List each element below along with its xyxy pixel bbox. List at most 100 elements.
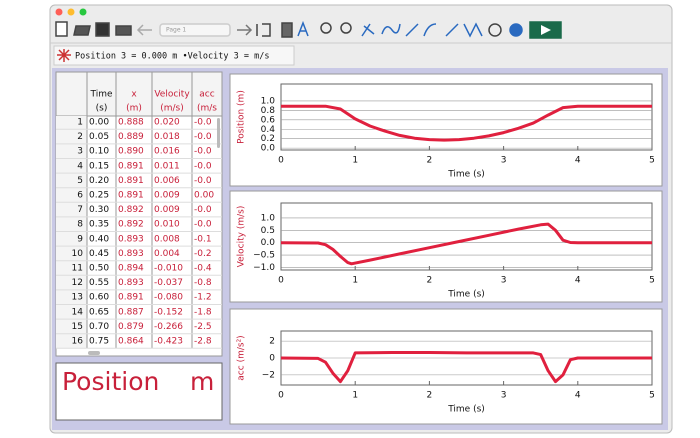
cell: 0.75 — [89, 337, 109, 347]
cell: 0.60 — [89, 293, 109, 303]
cell: -0.010 — [154, 264, 183, 274]
autoscale-icon[interactable] — [297, 20, 309, 37]
cell: 0.891 — [118, 161, 144, 171]
stats-icon[interactable] — [256, 23, 271, 37]
cell: 0.016 — [154, 147, 180, 157]
row-number: 2 — [77, 132, 83, 142]
x-tick-label: 2 — [427, 276, 433, 286]
cell: 0.893 — [118, 234, 144, 244]
row-number: 12 — [72, 278, 83, 288]
forward-icon[interactable] — [237, 24, 253, 36]
clock-icon[interactable] — [488, 23, 502, 37]
new-icon[interactable] — [55, 21, 68, 37]
page-label: Page 1 — [166, 27, 186, 34]
cell: 0.40 — [89, 234, 109, 244]
column-header: Time — [89, 90, 112, 100]
row-number: 4 — [77, 161, 83, 171]
close-button[interactable] — [55, 8, 63, 16]
header-bg — [55, 71, 223, 117]
cell: 0.10 — [89, 147, 109, 157]
cell: -0.4 — [194, 264, 212, 274]
cell: -0.0 — [194, 176, 212, 186]
page-menu[interactable] — [159, 23, 231, 37]
row-number: 11 — [72, 264, 83, 274]
toolbar — [55, 20, 562, 39]
y-axis-label: Position (m) — [237, 90, 247, 144]
cell: 0.15 — [89, 161, 109, 171]
minimize-button[interactable] — [67, 8, 75, 16]
cell: 0.20 — [89, 176, 109, 186]
cell: 0.891 — [118, 293, 144, 303]
cell: 0.892 — [118, 205, 144, 215]
cell: 0.35 — [89, 220, 109, 230]
back-icon[interactable] — [136, 24, 152, 36]
x-tick-label: 2 — [427, 156, 433, 166]
cell: -0.8 — [194, 278, 212, 288]
cell: 0.55 — [89, 278, 109, 288]
tangent-icon[interactable] — [381, 23, 401, 35]
data-curve — [280, 104, 652, 142]
row-number: 10 — [72, 249, 84, 259]
meter-unit: m — [190, 367, 214, 396]
zoom-out-icon[interactable] — [340, 22, 352, 34]
cell: -2.8 — [194, 337, 212, 347]
zoom-in-icon[interactable] — [320, 22, 332, 34]
row-number: 15 — [72, 322, 83, 332]
cell: 0.05 — [89, 132, 109, 142]
scrollbar-v — [217, 118, 220, 148]
x-tick-label: 0 — [278, 391, 284, 401]
zero-icon[interactable] — [509, 23, 523, 37]
column-header: x — [131, 90, 137, 100]
cell: -2.5 — [194, 322, 212, 332]
cell: 0.006 — [154, 176, 180, 186]
row-number: 3 — [77, 147, 83, 157]
open-icon[interactable] — [73, 25, 91, 36]
cell: 0.009 — [154, 205, 180, 215]
cell: 0.30 — [89, 205, 109, 215]
cell: -0.037 — [154, 278, 183, 288]
cell: 0.879 — [118, 322, 144, 332]
row-number: 8 — [77, 220, 83, 230]
curve-fit-icon[interactable] — [463, 22, 483, 38]
graph-panel — [229, 73, 663, 187]
row-number: 7 — [77, 205, 83, 215]
cell: -1.8 — [194, 307, 212, 317]
row-number: 5 — [77, 176, 83, 186]
y-tick-label: 0.2 — [261, 134, 275, 144]
x-axis-label: Time (s) — [447, 290, 485, 300]
save-icon[interactable] — [95, 22, 110, 37]
cell: 0.00 — [89, 118, 109, 128]
cell: 0.893 — [118, 278, 144, 288]
plot-frame — [280, 202, 653, 271]
cell: 0.010 — [154, 220, 180, 230]
row-number: 13 — [72, 293, 83, 303]
cell: -0.423 — [154, 337, 183, 347]
calc-icon[interactable] — [281, 22, 293, 38]
row-number: 16 — [72, 337, 84, 347]
y-tick-label: 0 — [269, 354, 275, 364]
x-axis-label: Time (s) — [447, 405, 485, 415]
cell: 0.889 — [118, 132, 144, 142]
y-tick-label: 0.4 — [261, 125, 276, 135]
stats2-icon[interactable] — [423, 23, 437, 37]
cell: -0.0 — [194, 220, 212, 230]
row-number: 9 — [77, 234, 83, 244]
x-tick-label: 4 — [575, 391, 581, 401]
cell: 0.893 — [118, 249, 144, 259]
cell: 0.011 — [154, 161, 180, 171]
examine-icon[interactable] — [361, 23, 375, 37]
linear-fit-icon[interactable] — [445, 23, 459, 37]
meter-box — [55, 362, 223, 421]
cell: -0.0 — [194, 132, 212, 142]
integral-icon[interactable] — [405, 23, 419, 37]
y-tick-label: 0.5 — [261, 226, 275, 236]
cell: 0.888 — [118, 118, 144, 128]
print-icon[interactable] — [115, 25, 132, 36]
graph-panel — [229, 190, 663, 303]
x-tick-label: 4 — [575, 156, 581, 166]
column-header: (m) — [126, 104, 142, 114]
zoom-button[interactable] — [79, 8, 87, 16]
column-header: (s) — [96, 104, 108, 114]
plot-frame — [280, 83, 653, 151]
